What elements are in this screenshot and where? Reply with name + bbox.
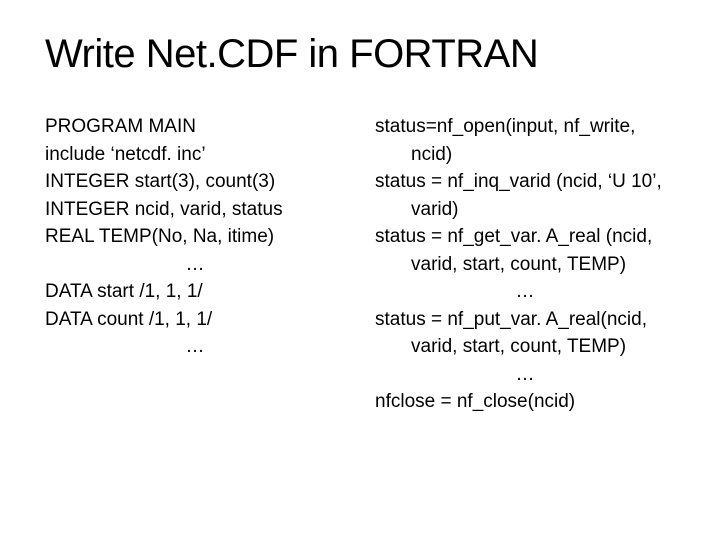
slide: Write Net.CDF in FORTRAN PROGRAM MAIN in…: [0, 0, 720, 540]
left-column: PROGRAM MAIN include ‘netcdf. inc’ INTEG…: [45, 113, 345, 416]
ellipsis: …: [45, 251, 345, 279]
slide-title: Write Net.CDF in FORTRAN: [45, 32, 675, 77]
code-line: REAL TEMP(No, Na, itime): [45, 223, 345, 251]
ellipsis: …: [45, 333, 345, 361]
code-line-cont: varid): [375, 196, 675, 224]
code-line: PROGRAM MAIN: [45, 113, 345, 141]
code-line: DATA count /1, 1, 1/: [45, 306, 345, 334]
code-line: status = nf_get_var. A_real (ncid,: [375, 223, 675, 251]
code-line-cont: ncid): [375, 141, 675, 169]
code-line: status = nf_inq_varid (ncid, ‘U 10’,: [375, 168, 675, 196]
code-line-cont: varid, start, count, TEMP): [375, 251, 675, 279]
right-column: status=nf_open(input, nf_write, ncid) st…: [375, 113, 675, 416]
code-line: DATA start /1, 1, 1/: [45, 278, 345, 306]
ellipsis: …: [375, 278, 675, 306]
code-line: include ‘netcdf. inc’: [45, 141, 345, 169]
content-columns: PROGRAM MAIN include ‘netcdf. inc’ INTEG…: [45, 113, 675, 416]
code-line: INTEGER ncid, varid, status: [45, 196, 345, 224]
code-line-cont: varid, start, count, TEMP): [375, 333, 675, 361]
code-line: nfclose = nf_close(ncid): [375, 388, 675, 416]
code-line: status = nf_put_var. A_real(ncid,: [375, 306, 675, 334]
code-line: INTEGER start(3), count(3): [45, 168, 345, 196]
code-line: status=nf_open(input, nf_write,: [375, 113, 675, 141]
ellipsis: …: [375, 361, 675, 389]
